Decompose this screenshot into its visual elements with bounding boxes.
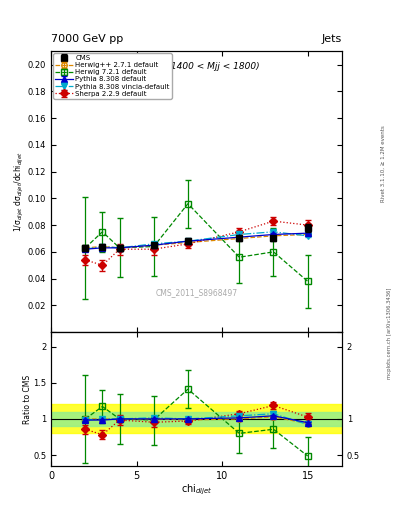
Text: Jets: Jets <box>321 33 342 44</box>
X-axis label: chi$_{dijet}$: chi$_{dijet}$ <box>181 482 212 497</box>
Legend: CMS, Herwig++ 2.7.1 default, Herwig 7.2.1 default, Pythia 8.308 default, Pythia : CMS, Herwig++ 2.7.1 default, Herwig 7.2.… <box>53 53 172 99</box>
Text: 7000 GeV pp: 7000 GeV pp <box>51 33 123 44</box>
Text: CMS_2011_S8968497: CMS_2011_S8968497 <box>156 288 237 297</box>
Bar <box>51 404 342 433</box>
Text: χ (jets) (1400 < Mjj < 1800): χ (jets) (1400 < Mjj < 1800) <box>133 62 260 72</box>
Y-axis label: 1/σ$_{dijet}$ dσ$_{dijet}$/dchi$_{dijet}$: 1/σ$_{dijet}$ dσ$_{dijet}$/dchi$_{dijet}… <box>13 151 26 232</box>
Text: mcplots.cern.ch [arXiv:1306.3436]: mcplots.cern.ch [arXiv:1306.3436] <box>387 287 391 378</box>
Bar <box>51 412 342 426</box>
Text: Rivet 3.1.10, ≥ 1.2M events: Rivet 3.1.10, ≥ 1.2M events <box>381 125 386 202</box>
Y-axis label: Ratio to CMS: Ratio to CMS <box>23 374 32 423</box>
